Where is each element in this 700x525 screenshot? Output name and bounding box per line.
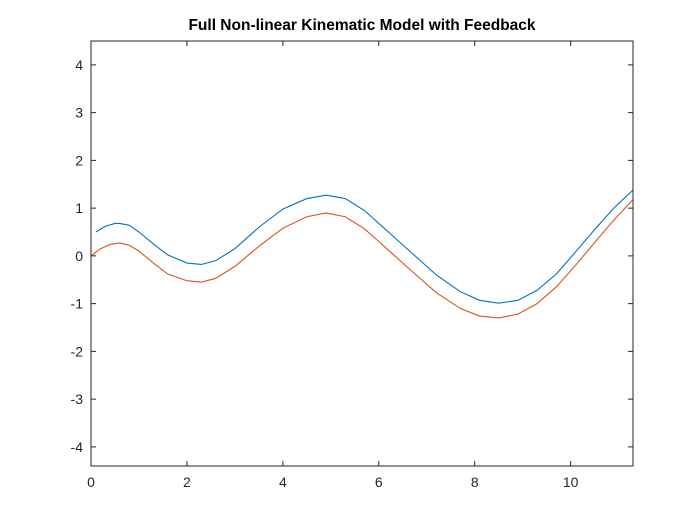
y-tick-label: -1 [71, 296, 84, 312]
y-tick-label: 4 [75, 57, 83, 73]
y-tick-label: -4 [71, 439, 84, 455]
series-line-2 [90, 199, 634, 319]
plot-area: 0 2 4 6 8 10 -4 -3 -2 -1 0 1 2 3 4 [71, 40, 634, 490]
x-tick-label: 8 [471, 474, 479, 490]
y-tick-label: 3 [75, 105, 83, 121]
axes-box [90, 40, 634, 467]
y-tick-label: -3 [71, 391, 84, 407]
series-line-1 [95, 189, 634, 304]
x-tick-label: 4 [279, 474, 287, 490]
x-tick-label: 0 [87, 474, 95, 490]
x-tick-label: 2 [183, 474, 191, 490]
y-tick-label: 1 [75, 200, 83, 216]
x-tick-label: 6 [375, 474, 383, 490]
x-tick-label: 10 [563, 474, 579, 490]
y-tick-label: 2 [75, 152, 83, 168]
y-tick-label: 0 [75, 248, 83, 264]
y-tick-label: -2 [71, 343, 84, 359]
chart-title: Full Non-linear Kinematic Model with Fee… [188, 17, 535, 34]
